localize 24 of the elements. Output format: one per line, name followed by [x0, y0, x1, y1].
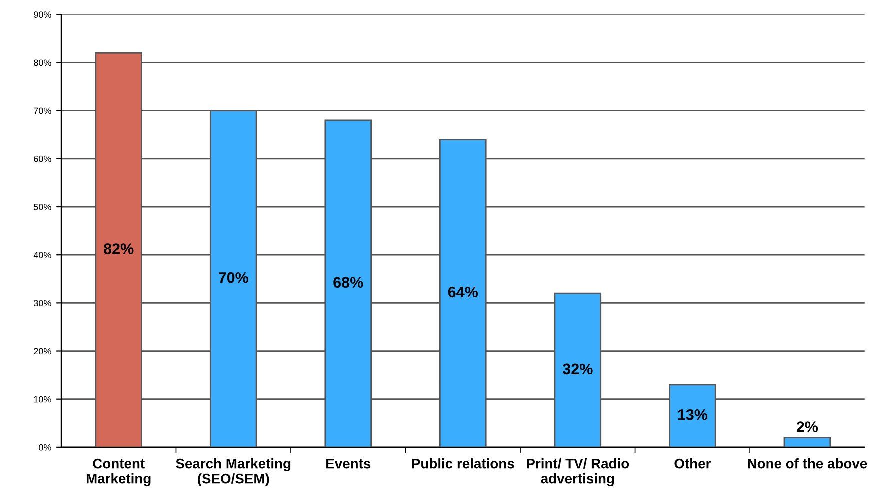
y-tick-label: 20%	[34, 348, 52, 355]
data-label: 82%	[104, 244, 134, 254]
x-tick-label: Content Marketing	[86, 458, 151, 487]
data-label: 32%	[562, 364, 593, 375]
x-tick-label: Other	[674, 458, 711, 469]
y-tick-label: 80%	[34, 60, 52, 66]
y-tick-label: 30%	[34, 300, 52, 307]
x-tick-label: Events	[326, 459, 371, 469]
y-tick-label: 40%	[34, 252, 52, 258]
y-tick-label: 90%	[34, 12, 52, 18]
data-label: 68%	[334, 277, 364, 288]
data-label: 64%	[448, 286, 478, 298]
x-tick-label: None of the above	[748, 458, 868, 469]
x-tick-label: Search Marketing (SEO/SEM)	[176, 458, 291, 487]
data-label: 2%	[796, 422, 818, 432]
y-tick-label: 70%	[34, 108, 52, 114]
data-label: 13%	[678, 409, 708, 420]
y-tick-label: 10%	[34, 396, 52, 403]
data-label: 70%	[218, 272, 248, 284]
y-tick-label: 0%	[39, 444, 52, 451]
y-tick-label: 60%	[34, 156, 52, 162]
x-tick-label: Public relations	[412, 458, 514, 469]
y-tick-label: 50%	[34, 204, 52, 210]
x-tick-label: Print/ TV/ Radio advertising	[527, 458, 630, 487]
